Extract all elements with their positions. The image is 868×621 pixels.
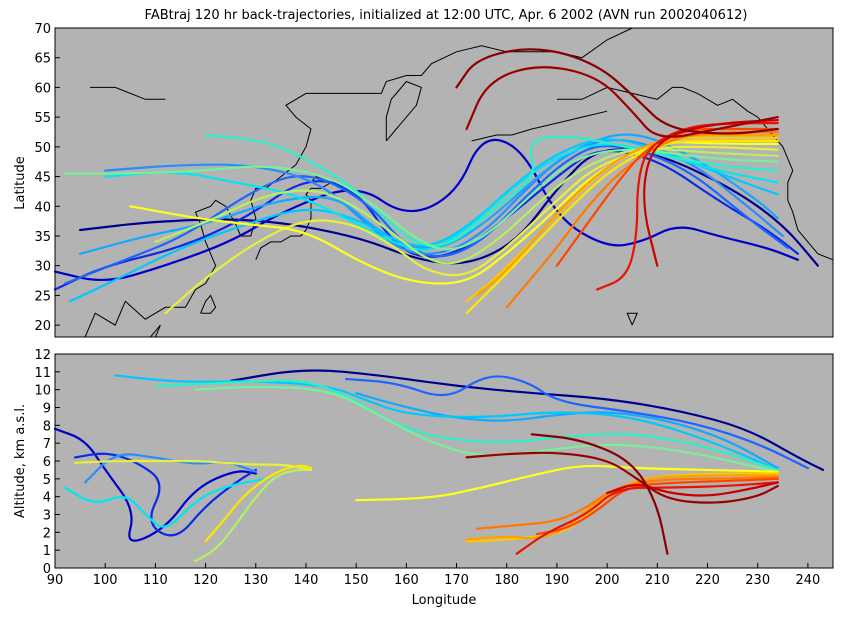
longitude-tick-label: 180 — [494, 573, 519, 588]
map-trajectory-line — [475, 133, 779, 297]
map-trajectory-line — [455, 48, 779, 135]
longitude-tick-label: 170 — [444, 573, 469, 588]
altitude-tick-label: 7 — [43, 437, 51, 452]
coastline-path — [150, 324, 161, 338]
altitude-trajectory-line — [74, 452, 257, 537]
coastline-path — [255, 176, 333, 260]
altitude-trajectory-line — [229, 369, 825, 471]
altitude-tick-label: 9 — [43, 402, 51, 417]
map-panel: 20 25 30 35 40 45 50 55 60 65 70 Latitude — [13, 22, 834, 338]
longitude-tick-label: 230 — [745, 573, 770, 588]
coastline-path — [556, 86, 834, 261]
altitude-trajectory-line — [194, 385, 779, 473]
altitude-tick-label: 10 — [34, 384, 51, 399]
map-trajectory-line — [53, 138, 799, 282]
longitude-tick-label: 110 — [143, 573, 168, 588]
altitude-tick-label: 5 — [43, 473, 51, 488]
altitude-trajectory-line — [465, 451, 779, 504]
map-axes-frame — [54, 27, 834, 338]
longitude-tick-label: 130 — [243, 573, 268, 588]
altitude-trajectory-line — [53, 427, 257, 542]
longitude-tick-label: 200 — [595, 573, 620, 588]
longitude-tick-label: 220 — [695, 573, 720, 588]
longitude-tick-labels: 90 100 110 120 130 140 150 160 170 180 190 200 210 22… — [47, 563, 820, 588]
latitude-tick-label: 55 — [34, 111, 51, 126]
latitude-tick-label: 40 — [34, 200, 51, 215]
map-trajectory-lines — [53, 48, 819, 315]
altitude-trajectory-line — [154, 379, 779, 471]
longitude-tick-label: 100 — [93, 573, 118, 588]
altitude-tick-label: 3 — [43, 509, 51, 524]
latitude-tick-label: 45 — [34, 171, 51, 186]
coastline-path — [200, 294, 217, 314]
latitude-tick-label: 30 — [34, 260, 51, 275]
altitude-tick-label: 0 — [43, 562, 51, 577]
altitude-trajectory-line — [355, 464, 779, 502]
longitude-tick-label: 120 — [193, 573, 218, 588]
map-trajectory-line — [53, 150, 799, 291]
altitude-tick-label: 11 — [34, 366, 51, 381]
altitude-trajectory-line — [74, 459, 313, 471]
latitude-axis-label: Latitude — [13, 156, 28, 210]
map-trajectory-line — [154, 147, 779, 265]
longitude-tick-label: 150 — [344, 573, 369, 588]
longitude-tick-label: 140 — [294, 573, 319, 588]
altitude-trajectory-line — [204, 464, 313, 543]
map-trajectory-line — [69, 138, 779, 303]
coastline-path — [626, 312, 638, 326]
longitude-tick-label: 90 — [47, 573, 64, 588]
latitude-tick-label: 60 — [34, 81, 51, 96]
longitude-axis-label: Longitude — [412, 593, 477, 608]
altitude-tick-label: 12 — [34, 348, 51, 363]
altitude-tick-label: 4 — [43, 491, 51, 506]
figure-title: FABtraj 120 hr back-trajectories, initia… — [145, 8, 748, 23]
longitude-tick-label: 160 — [394, 573, 419, 588]
longitude-tick-label: 240 — [795, 573, 820, 588]
altitude-trajectory-line — [345, 375, 809, 470]
map-trajectory-line — [465, 66, 779, 138]
altitude-axis-label: Altitude, km a.s.l. — [13, 404, 28, 518]
longitude-tick-label: 190 — [545, 573, 570, 588]
altitude-trajectory-line — [114, 374, 779, 471]
altitude-tick-label: 2 — [43, 526, 51, 541]
altitude-tick-label: 1 — [43, 544, 51, 559]
map-trajectory-line — [465, 136, 779, 303]
map-trajectory-line — [63, 148, 779, 251]
altitude-trajectory-line — [515, 481, 779, 555]
altitude-trajectory-line — [475, 476, 779, 530]
altitude-tick-label: 6 — [43, 455, 51, 470]
altitude-trajectory-line — [465, 474, 779, 541]
latitude-tick-label: 50 — [34, 141, 51, 156]
coastline-path — [90, 86, 166, 100]
latitude-tick-label: 65 — [34, 52, 51, 67]
latitude-tick-label: 35 — [34, 230, 51, 245]
altitude-trajectory-line — [355, 392, 779, 470]
map-trajectory-line — [643, 119, 779, 267]
altitude-trajectory-line — [606, 481, 779, 497]
map-trajectory-line — [204, 133, 779, 247]
coastline-path — [385, 80, 423, 142]
latitude-tick-label: 20 — [34, 319, 51, 334]
altitude-trajectory-line — [63, 477, 267, 528]
map-trajectory-line — [465, 139, 779, 315]
altitude-tick-label: 8 — [43, 419, 51, 434]
latitude-tick-labels: 20 25 30 35 40 45 50 55 60 65 70 — [34, 22, 60, 334]
altitude-trajectory-lines — [53, 369, 825, 562]
altitude-trajectory-line — [194, 468, 313, 562]
latitude-tick-label: 70 — [34, 22, 51, 37]
altitude-axes-frame — [54, 353, 834, 569]
altitude-trajectory-line — [530, 433, 669, 555]
latitude-tick-label: 25 — [34, 289, 51, 304]
coastline-path — [471, 110, 608, 142]
longitude-tick-label: 210 — [645, 573, 670, 588]
